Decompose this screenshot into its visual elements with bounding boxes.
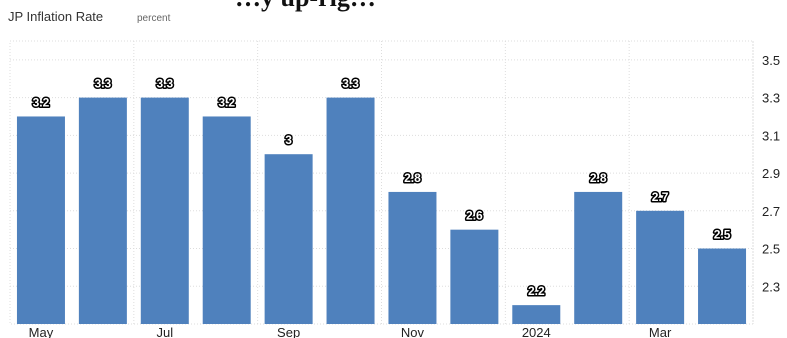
bar[interactable] <box>698 248 747 324</box>
bar[interactable] <box>78 97 127 324</box>
data-label: 2.5 <box>714 228 731 242</box>
y-tick-label: 2.5 <box>762 242 780 257</box>
bar[interactable] <box>512 305 561 324</box>
data-labels: 3.2 3.3 3.3 3.2 3 3.3 2.8 2.6 2.2 2.8 2.7 2.5 <box>31 75 732 300</box>
y-tick-label: 3.1 <box>762 128 780 143</box>
y-axis-ticks: 2.3 2.5 2.7 2.9 3.1 3.3 3.5 <box>762 53 780 294</box>
bar[interactable] <box>636 210 685 324</box>
data-label: 3 <box>285 133 292 147</box>
y-tick-label: 2.7 <box>762 204 780 219</box>
y-tick-label: 2.3 <box>762 279 780 294</box>
plot-area: 3.23.3 3.33.233.32.82.62.22.82.72.5 2.32.… <box>9 40 780 338</box>
y-tick-label: 2.9 <box>762 166 780 181</box>
x-tick-label: 2024 <box>522 325 551 338</box>
data-label: 2.6 <box>466 209 483 223</box>
x-tick-label: Nov <box>401 325 425 338</box>
x-tick-label: Mar <box>649 325 672 338</box>
x-tick-label: Jul <box>156 325 173 338</box>
data-label: 2.2 <box>528 284 545 298</box>
data-label: 3.2 <box>218 95 235 109</box>
bar[interactable] <box>202 116 251 324</box>
data-label: 2.8 <box>404 171 421 185</box>
x-tick-label: May <box>29 325 54 338</box>
data-label: 2.8 <box>590 171 607 185</box>
x-tick-label: Sep <box>277 325 300 338</box>
data-label: 3.3 <box>156 77 173 91</box>
bar[interactable] <box>140 97 189 324</box>
chart-subtitle: percent <box>137 13 171 24</box>
bar[interactable] <box>326 97 375 324</box>
data-label: 3.3 <box>95 77 112 91</box>
data-label: 3.2 <box>33 95 50 109</box>
y-tick-label: 3.5 <box>762 53 780 68</box>
bar[interactable] <box>264 154 313 324</box>
data-label: 2.7 <box>652 190 669 204</box>
chart-title: JP Inflation Rate <box>8 9 103 24</box>
data-label: 3.3 <box>342 77 359 91</box>
bar[interactable] <box>574 191 623 324</box>
bar[interactable] <box>450 229 499 324</box>
bars <box>16 97 747 324</box>
bar[interactable] <box>388 191 437 324</box>
banner-text: …y up-rig… <box>235 0 376 12</box>
bar[interactable] <box>16 116 65 324</box>
grid-lines <box>9 40 754 325</box>
x-axis-ticks: May Jul Sep Nov 2024 Mar <box>29 325 672 338</box>
y-tick-label: 3.3 <box>762 91 780 106</box>
